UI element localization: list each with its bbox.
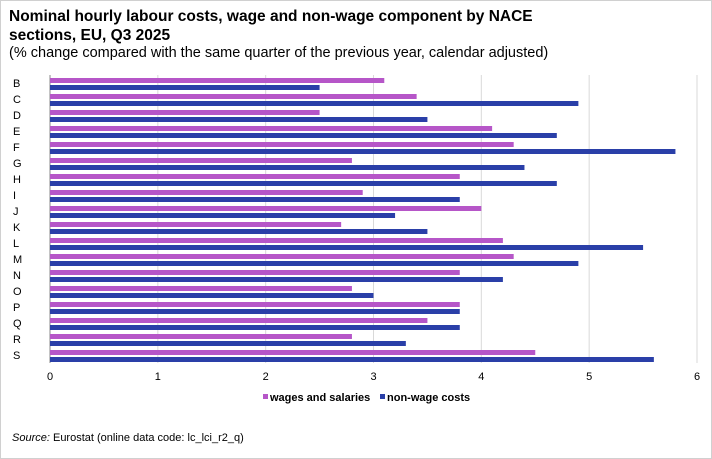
y-tick-label: N <box>13 270 21 282</box>
chart-title: Nominal hourly labour costs, wage and no… <box>9 8 533 44</box>
bar-non-wage-costs-O <box>50 293 374 298</box>
bar-wages-and-salaries-H <box>50 174 460 179</box>
x-tick-label: 4 <box>478 371 484 383</box>
legend-label: non-wage costs <box>387 392 470 404</box>
y-tick-label: C <box>13 94 21 106</box>
bar-wages-and-salaries-E <box>50 126 493 131</box>
x-tick-label: 6 <box>694 371 700 383</box>
bar-non-wage-costs-K <box>50 229 428 234</box>
bar-wages-and-salaries-J <box>50 206 482 211</box>
y-tick-label: B <box>13 78 20 90</box>
y-tick-label: E <box>13 126 20 138</box>
bar-wages-and-salaries-B <box>50 78 385 83</box>
bar-wages-and-salaries-D <box>50 110 320 115</box>
bar-wages-and-salaries-R <box>50 334 352 339</box>
source-text: Eurostat (online data code: lc_lci_r2_q) <box>49 432 244 444</box>
bar-non-wage-costs-F <box>50 149 676 154</box>
bar-non-wage-costs-S <box>50 357 654 362</box>
bar-non-wage-costs-Q <box>50 325 460 330</box>
y-tick-label: O <box>13 286 22 298</box>
x-tick-label: 3 <box>370 371 376 383</box>
y-tick-label: D <box>13 110 21 122</box>
bar-non-wage-costs-C <box>50 101 579 106</box>
y-tick-label: P <box>13 302 20 314</box>
bar-wages-and-salaries-G <box>50 158 352 163</box>
x-tick-label: 1 <box>155 371 161 383</box>
bar-wages-and-salaries-M <box>50 254 514 259</box>
source-note: Source: Eurostat (online data code: lc_l… <box>12 432 244 444</box>
legend-swatch <box>380 394 385 399</box>
y-tick-label: S <box>13 350 20 362</box>
y-tick-label: J <box>13 206 19 218</box>
bar-wages-and-salaries-O <box>50 286 352 291</box>
bar-non-wage-costs-H <box>50 181 557 186</box>
y-tick-label: R <box>13 334 21 346</box>
bar-wages-and-salaries-L <box>50 238 503 243</box>
bar-wages-and-salaries-F <box>50 142 514 147</box>
bar-non-wage-costs-I <box>50 197 460 202</box>
source-label: Source: <box>12 432 50 444</box>
bar-non-wage-costs-L <box>50 245 644 250</box>
bar-wages-and-salaries-I <box>50 190 363 195</box>
bar-wages-and-salaries-N <box>50 270 460 275</box>
bar-wages-and-salaries-P <box>50 302 460 307</box>
legend-label: wages and salaries <box>269 392 370 404</box>
x-tick-label: 5 <box>586 371 592 383</box>
bar-non-wage-costs-E <box>50 133 557 138</box>
bar-non-wage-costs-D <box>50 117 428 122</box>
y-tick-label: K <box>13 222 21 234</box>
y-tick-label: I <box>13 190 16 202</box>
chart-subtitle: (% change compared with the same quarter… <box>9 45 549 61</box>
x-tick-label: 2 <box>263 371 269 383</box>
bar-non-wage-costs-P <box>50 309 460 314</box>
legend-swatch <box>263 394 268 399</box>
y-tick-label: G <box>13 158 22 170</box>
bar-non-wage-costs-G <box>50 165 525 170</box>
y-tick-label: L <box>13 238 19 250</box>
y-tick-label: M <box>13 254 22 266</box>
bar-non-wage-costs-J <box>50 213 396 218</box>
bar-wages-and-salaries-C <box>50 94 417 99</box>
y-tick-label: F <box>13 142 20 154</box>
bar-wages-and-salaries-S <box>50 350 536 355</box>
y-tick-label: H <box>13 174 21 186</box>
x-tick-label: 0 <box>47 371 53 383</box>
bar-non-wage-costs-B <box>50 85 320 90</box>
bar-non-wage-costs-N <box>50 277 503 282</box>
bar-wages-and-salaries-K <box>50 222 342 227</box>
bar-wages-and-salaries-Q <box>50 318 428 323</box>
bar-non-wage-costs-M <box>50 261 579 266</box>
y-tick-label: Q <box>13 318 22 330</box>
bar-non-wage-costs-R <box>50 341 406 346</box>
